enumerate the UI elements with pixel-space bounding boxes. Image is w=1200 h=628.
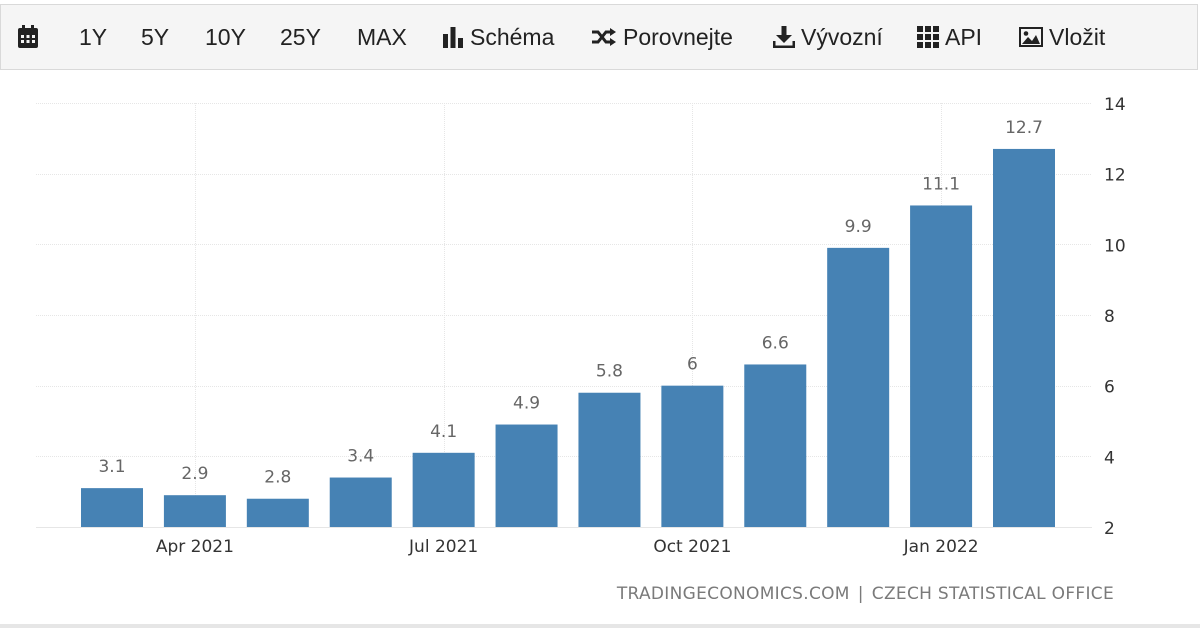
bar <box>329 477 392 527</box>
y-tick-label: 6 <box>1104 378 1115 398</box>
range-max-button[interactable]: MAX <box>357 23 407 50</box>
image-icon <box>1019 27 1043 47</box>
compare-button[interactable]: Porovnejte <box>591 5 733 69</box>
toolbar: 1Y 5Y 10Y 25Y MAX Schéma Porovnejte Vývo… <box>0 4 1198 70</box>
range-1y-button[interactable]: 1Y <box>79 23 108 50</box>
value-labels: 3.1 2.9 2.8 3.4 4.1 4.9 5.8 6 6.6 9.9 11.1 12.7 <box>98 118 1042 488</box>
bar <box>910 205 973 527</box>
embed-button[interactable]: Vložit <box>1019 5 1105 69</box>
bar <box>163 495 226 527</box>
embed-label: Vložit <box>1049 23 1106 50</box>
chart-type-label: Schéma <box>470 23 555 50</box>
source-separator: | <box>857 584 864 604</box>
bar-value-label: 6.6 <box>762 333 789 353</box>
download-icon <box>773 26 795 48</box>
bar <box>827 247 890 527</box>
bar-value-label: 4.1 <box>430 422 457 442</box>
y-tick-label: 4 <box>1104 448 1115 468</box>
export-button[interactable]: Vývozní <box>773 5 883 69</box>
api-button[interactable]: API <box>917 5 982 69</box>
range-10y-button[interactable]: 10Y <box>205 23 246 50</box>
y-tick-label: 12 <box>1104 166 1126 186</box>
bar-value-label: 5.8 <box>596 362 623 382</box>
range-5y-button[interactable]: 5Y <box>141 23 170 50</box>
source-site[interactable]: TRADINGECONOMICS.COM <box>616 584 850 604</box>
x-tick-label: Oct 2021 <box>653 537 731 557</box>
bar <box>993 148 1055 527</box>
compare-label: Porovnejte <box>623 23 733 50</box>
export-label: Vývozní <box>801 23 883 50</box>
y-tick-label: 2 <box>1104 519 1115 539</box>
range-25y-button[interactable]: 25Y <box>280 23 321 50</box>
bar-chart-icon <box>443 27 463 48</box>
grid-lines <box>36 103 1092 528</box>
bar-value-label: 2.8 <box>264 468 291 488</box>
bar <box>744 364 807 527</box>
x-tick-label: Jan 2022 <box>903 537 979 557</box>
bar-value-label: 12.7 <box>1005 118 1043 138</box>
bar <box>81 488 143 527</box>
x-axis-ticks: Apr 2021 Jul 2021 Oct 2021 Jan 2022 <box>156 537 979 557</box>
bar-value-label: 3.1 <box>98 457 125 477</box>
shuffle-icon <box>592 28 616 46</box>
y-tick-label: 10 <box>1104 236 1126 256</box>
source-credit: TRADINGECONOMICS.COM | CZECH STATISTICAL O… <box>617 584 1114 604</box>
api-label: API <box>945 23 983 50</box>
chart-type-button[interactable]: Schéma <box>442 5 554 69</box>
bar-value-label: 4.9 <box>513 394 540 414</box>
bar <box>578 392 641 527</box>
y-tick-label: 14 <box>1104 95 1126 115</box>
calendar-button[interactable] <box>17 5 39 69</box>
bars <box>81 148 1055 527</box>
bar <box>495 424 558 527</box>
bar <box>661 385 724 527</box>
bar-value-label: 11.1 <box>922 174 960 194</box>
bar-value-label: 9.9 <box>845 217 872 237</box>
bar-value-label: 6 <box>687 355 698 375</box>
bar-value-label: 3.4 <box>347 447 374 467</box>
bar <box>246 498 309 527</box>
bottom-border <box>0 624 1200 628</box>
bar-value-label: 2.9 <box>181 464 208 484</box>
grid-icon <box>917 26 939 48</box>
x-tick-label: Apr 2021 <box>156 537 234 557</box>
y-tick-label: 8 <box>1104 307 1115 327</box>
bar <box>412 452 475 527</box>
source-office[interactable]: CZECH STATISTICAL OFFICE <box>871 584 1114 604</box>
y-axis-ticks: 2 4 6 8 10 12 14 <box>1104 95 1126 539</box>
x-tick-label: Jul 2021 <box>408 537 478 557</box>
calendar-icon <box>18 25 38 48</box>
